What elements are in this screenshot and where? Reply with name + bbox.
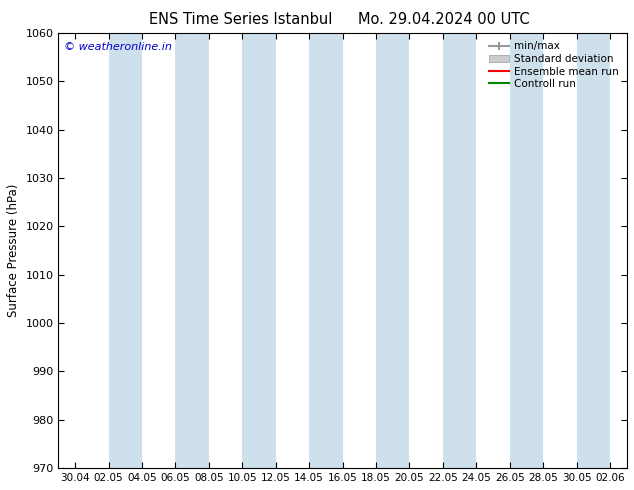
Bar — [309, 33, 342, 468]
Text: Mo. 29.04.2024 00 UTC: Mo. 29.04.2024 00 UTC — [358, 12, 529, 27]
Bar — [376, 33, 410, 468]
Text: ENS Time Series Istanbul: ENS Time Series Istanbul — [149, 12, 333, 27]
Bar — [510, 33, 543, 468]
Bar — [443, 33, 476, 468]
Bar — [576, 33, 610, 468]
Bar — [176, 33, 209, 468]
Bar — [242, 33, 276, 468]
Bar — [108, 33, 142, 468]
Text: © weatheronline.in: © weatheronline.in — [64, 42, 172, 52]
Y-axis label: Surface Pressure (hPa): Surface Pressure (hPa) — [7, 184, 20, 318]
Legend: min/max, Standard deviation, Ensemble mean run, Controll run: min/max, Standard deviation, Ensemble me… — [486, 38, 621, 92]
